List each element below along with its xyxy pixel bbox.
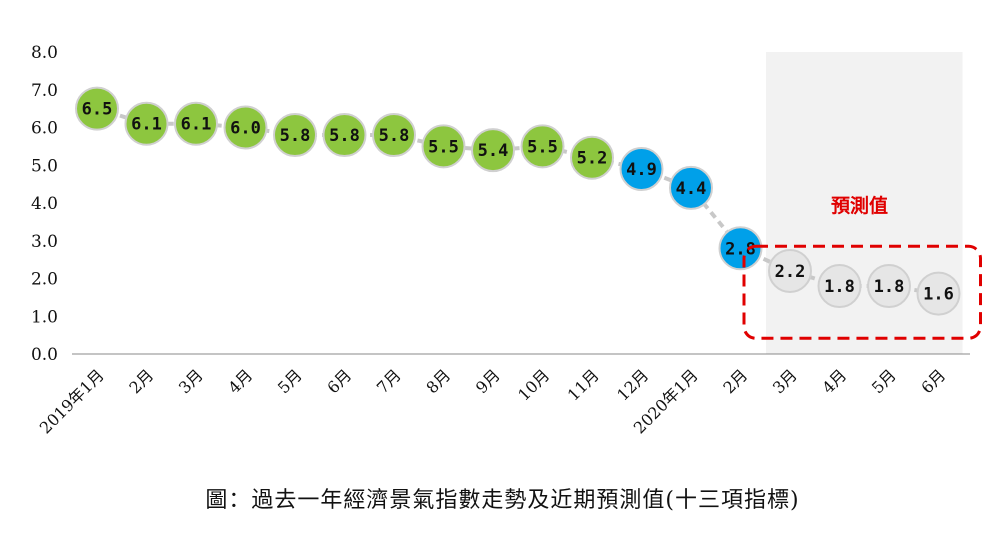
data-point <box>223 105 268 150</box>
x-tick-label: 4月 <box>224 365 256 397</box>
data-label: 5.8 <box>379 126 410 146</box>
data-point <box>570 135 614 180</box>
data-point <box>372 113 416 158</box>
data-label: 1.6 <box>923 285 954 305</box>
data-point <box>669 165 713 210</box>
y-tick-label: 8.0 <box>31 43 58 63</box>
y-tick-label: 3.0 <box>31 232 58 252</box>
x-tick-label: 10月 <box>514 365 553 404</box>
data-label: 4.4 <box>676 179 707 199</box>
data-label: 6.5 <box>82 100 113 120</box>
y-tick-label: 0.0 <box>31 345 58 365</box>
x-tick-label: 6月 <box>917 365 949 397</box>
y-tick-label: 7.0 <box>31 81 58 101</box>
data-labels: 6.5 6.1 6.1 6.0 5.8 5.8 5.8 5.5 5.4 5.5 5.2 4.9 4.4 2… <box>82 100 954 305</box>
x-tick-label: 5月 <box>274 365 306 397</box>
x-tick-label: 2019年1月 <box>36 365 108 437</box>
forecast-highlight-box <box>742 244 982 340</box>
data-point <box>174 101 218 146</box>
y-tick-label: 5.0 <box>31 156 58 176</box>
data-point <box>421 124 466 169</box>
x-tick-label: 6月 <box>323 365 355 397</box>
data-point <box>817 264 862 309</box>
x-tick-label: 12月 <box>613 365 652 404</box>
x-tick-label: 2月 <box>125 365 157 397</box>
data-label: 6.1 <box>181 115 212 135</box>
forecast-label: 預測值 <box>831 194 888 217</box>
data-point <box>768 248 812 293</box>
data-point <box>471 128 515 173</box>
x-tick-label: 4月 <box>818 365 850 397</box>
data-point <box>273 113 317 158</box>
x-tick-label: 8月 <box>422 365 454 397</box>
data-point <box>718 226 763 271</box>
data-points <box>75 86 961 316</box>
data-label: 5.8 <box>329 126 360 146</box>
data-label: 6.0 <box>230 119 261 139</box>
y-tick-label: 1.0 <box>31 307 58 327</box>
y-tick-label: 2.0 <box>31 270 58 290</box>
data-label: 6.1 <box>131 115 162 135</box>
data-label: 2.8 <box>725 239 756 259</box>
data-label: 5.5 <box>428 137 459 157</box>
x-tick-label: 11月 <box>564 365 603 404</box>
data-label: 5.5 <box>527 137 558 157</box>
data-point <box>916 271 961 316</box>
x-tick-label: 3月 <box>769 365 801 397</box>
data-point <box>75 86 119 131</box>
x-tick-label: 9月 <box>472 365 504 397</box>
data-label: 4.9 <box>626 160 657 180</box>
data-label: 5.2 <box>577 149 608 169</box>
data-label: 1.8 <box>874 277 905 297</box>
x-tick-label: 7月 <box>373 365 405 397</box>
x-tick-label: 3月 <box>175 365 207 397</box>
figure-caption: 圖：過去一年經濟景氣指數走勢及近期預測值(十三項指標) <box>205 488 800 513</box>
data-point <box>322 113 367 158</box>
x-tick-label: 2月 <box>719 365 751 397</box>
chart: 8.0 7.0 6.0 5.0 4.0 3.0 2.0 1.0 0.0 6.5 6.1 6.1 6.0… <box>31 43 982 437</box>
data-label: 5.8 <box>280 126 311 146</box>
data-point <box>520 124 565 169</box>
y-axis-ticks: 8.0 7.0 6.0 5.0 4.0 3.0 2.0 1.0 0.0 <box>31 43 58 365</box>
data-label: 5.4 <box>478 141 509 161</box>
x-tick-label: 5月 <box>868 365 900 397</box>
data-label: 2.2 <box>775 262 806 282</box>
data-point <box>619 147 664 192</box>
data-label: 1.8 <box>824 277 855 297</box>
y-tick-label: 6.0 <box>31 119 58 139</box>
y-tick-label: 4.0 <box>31 194 58 214</box>
data-point <box>867 264 911 309</box>
data-point <box>124 101 169 146</box>
